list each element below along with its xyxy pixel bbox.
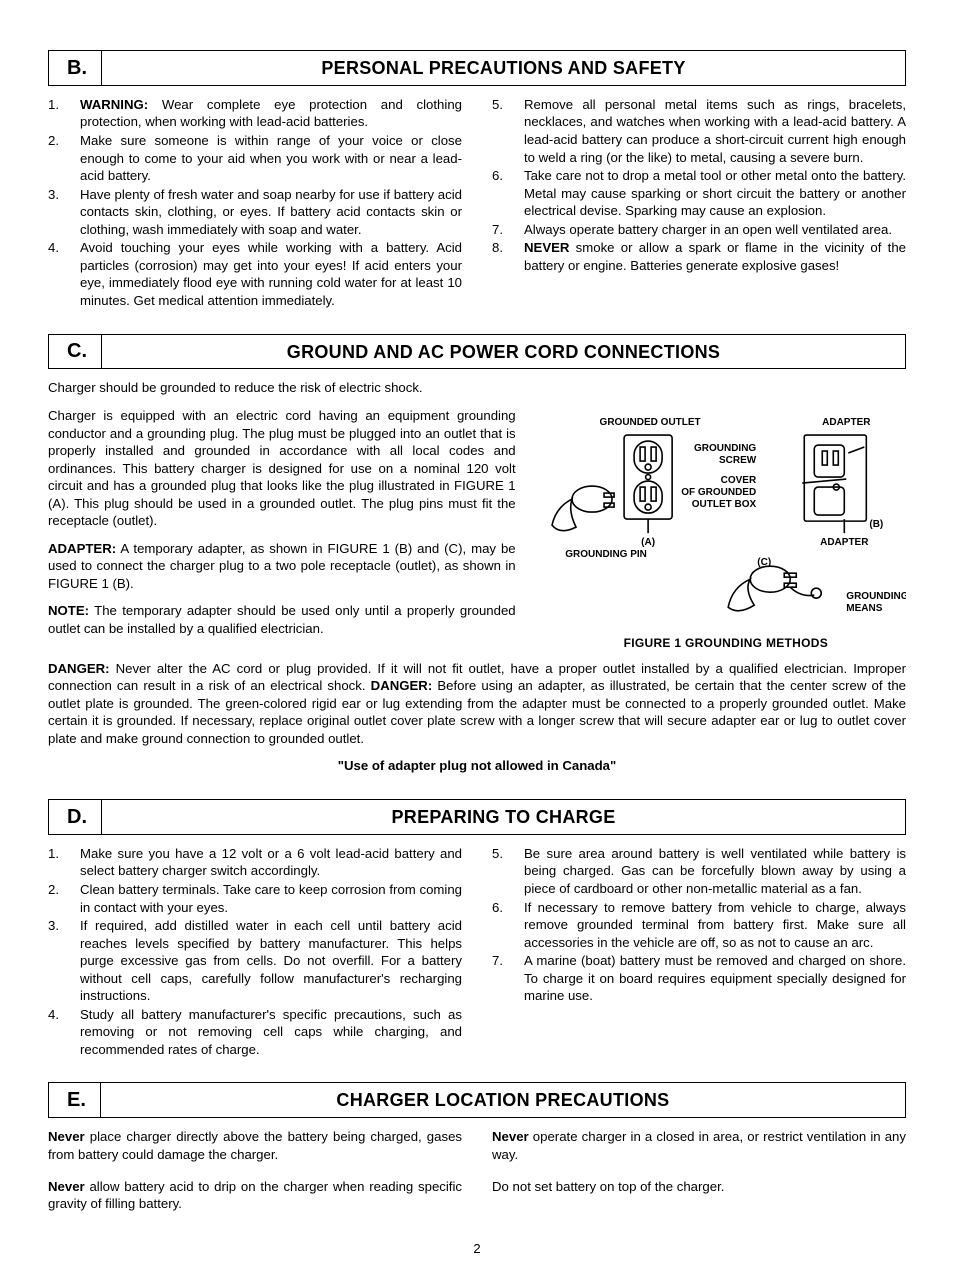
list-text: If required, add distilled water in each… [80, 918, 462, 1003]
never-label: NEVER [524, 240, 569, 255]
section-letter: B. [49, 51, 102, 85]
section-b-list: WARNING: Wear complete eye protection an… [48, 96, 906, 310]
list-text: Study all battery manufacturer's specifi… [80, 1007, 462, 1057]
section-b-body: WARNING: Wear complete eye protection an… [48, 96, 906, 310]
paragraph: Never operate charger in a closed in are… [492, 1128, 906, 1163]
paragraph-text: allow battery acid to drip on the charge… [48, 1179, 462, 1212]
danger-label: DANGER: [371, 678, 433, 693]
list-text: Always operate battery charger in an ope… [524, 222, 892, 237]
paragraph: NOTE: The temporary adapter should be us… [48, 602, 516, 637]
list-text: Take care not to drop a metal tool or ot… [524, 168, 906, 218]
section-title: GROUND AND AC POWER CORD CONNECTIONS [102, 335, 905, 369]
never-label: Never [492, 1129, 529, 1144]
section-c-header: C. GROUND AND AC POWER CORD CONNECTIONS [48, 334, 906, 370]
section-c-row: Charger is equipped with an electric cor… [48, 407, 906, 652]
adapter-label: ADAPTER: [48, 541, 116, 556]
fig-label: SCREW [719, 455, 757, 466]
section-c-left: Charger is equipped with an electric cor… [48, 407, 516, 638]
fig-label: GROUNDED OUTLET [599, 417, 700, 428]
section-e-header: E. CHARGER LOCATION PRECAUTIONS [48, 1082, 906, 1118]
never-label: Never [48, 1129, 85, 1144]
fig-label: MEANS [846, 603, 882, 614]
section-title: CHARGER LOCATION PRECAUTIONS [101, 1083, 905, 1117]
fig-label: COVER [720, 475, 756, 486]
fig-label: GROUNDING [846, 591, 906, 602]
paragraph: Never allow battery acid to drip on the … [48, 1178, 462, 1213]
list-text: Be sure area around battery is well vent… [524, 846, 906, 896]
danger-label: DANGER: [48, 661, 110, 676]
list-text: Have plenty of fresh water and soap near… [80, 187, 462, 237]
paragraph: ADAPTER: A temporary adapter, as shown i… [48, 540, 516, 593]
fig-label: (B) [869, 519, 883, 530]
paragraph-text: operate charger in a closed in area, or … [492, 1129, 906, 1162]
section-e-body: Never place charger directly above the b… [48, 1128, 906, 1217]
note-label: NOTE: [48, 603, 89, 618]
fig-label: ADAPTER [820, 537, 869, 548]
section-title: PREPARING TO CHARGE [102, 800, 905, 834]
list-text: Make sure you have a 12 volt or a 6 volt… [80, 846, 462, 879]
list-item: Take care not to drop a metal tool or ot… [492, 167, 906, 220]
canada-note: "Use of adapter plug not allowed in Cana… [48, 757, 906, 775]
list-item: Be sure area around battery is well vent… [492, 845, 906, 898]
list-item: Avoid touching your eyes while working w… [48, 239, 462, 309]
section-b-header: B. PERSONAL PRECAUTIONS AND SAFETY [48, 50, 906, 86]
list-item: Make sure you have a 12 volt or a 6 volt… [48, 845, 462, 880]
list-item: Remove all personal metal items such as … [492, 96, 906, 166]
fig-label: ADAPTER [822, 417, 871, 428]
paragraph: Do not set battery on top of the charger… [492, 1178, 906, 1196]
list-item: NEVER smoke or allow a spark or flame in… [492, 239, 906, 274]
list-item: WARNING: Wear complete eye protection an… [48, 96, 462, 131]
fig-label: GROUNDING [694, 443, 756, 454]
list-item: Study all battery manufacturer's specifi… [48, 1006, 462, 1059]
never-label: Never [48, 1179, 85, 1194]
list-text: Clean battery terminals. Take care to ke… [80, 882, 462, 915]
fig-label: (A) [641, 537, 655, 548]
figure-1-svg: GROUNDED OUTLET ADAPTER GROUNDING SCREW … [546, 407, 906, 627]
section-letter: E. [49, 1083, 101, 1117]
list-text: Avoid touching your eyes while working w… [80, 240, 462, 308]
list-text: Make sure someone is within range of you… [80, 133, 462, 183]
list-item: Clean battery terminals. Take care to ke… [48, 881, 462, 916]
fig-label: OF GROUNDED [681, 487, 756, 498]
paragraph-text: A temporary adapter, as shown in FIGURE … [48, 541, 516, 591]
paragraph: Never place charger directly above the b… [48, 1128, 462, 1163]
figure-caption: FIGURE 1 GROUNDING METHODS [546, 636, 906, 652]
list-text: A marine (boat) battery must be removed … [524, 953, 906, 1003]
fig-label: OUTLET BOX [691, 499, 756, 510]
page-number: 2 [48, 1240, 906, 1257]
section-c-intro: Charger should be grounded to reduce the… [48, 379, 906, 397]
paragraph: Charger is equipped with an electric cor… [48, 407, 516, 530]
list-item: A marine (boat) battery must be removed … [492, 952, 906, 1005]
list-text: smoke or allow a spark or flame in the v… [524, 240, 906, 273]
list-text: If necessary to remove battery from vehi… [524, 900, 906, 950]
section-letter: D. [49, 800, 102, 834]
danger-paragraph: DANGER: Never alter the AC cord or plug … [48, 660, 906, 748]
section-title: PERSONAL PRECAUTIONS AND SAFETY [102, 51, 905, 85]
section-d-list: Make sure you have a 12 volt or a 6 volt… [48, 845, 906, 1059]
list-item: Have plenty of fresh water and soap near… [48, 186, 462, 239]
paragraph-text: The temporary adapter should be used onl… [48, 603, 516, 636]
section-d-header: D. PREPARING TO CHARGE [48, 799, 906, 835]
warning-label: WARNING: [80, 97, 148, 112]
section-c-figure: GROUNDED OUTLET ADAPTER GROUNDING SCREW … [546, 407, 906, 652]
paragraph-text: place charger directly above the battery… [48, 1129, 462, 1162]
section-letter: C. [49, 335, 102, 369]
list-item: If required, add distilled water in each… [48, 917, 462, 1005]
fig-label: GROUNDING PIN [565, 549, 647, 560]
fig-label: (C) [757, 557, 771, 568]
list-item: If necessary to remove battery from vehi… [492, 899, 906, 952]
list-text: Remove all personal metal items such as … [524, 97, 906, 165]
list-item: Always operate battery charger in an ope… [492, 221, 906, 239]
list-item: Make sure someone is within range of you… [48, 132, 462, 185]
section-d-body: Make sure you have a 12 volt or a 6 volt… [48, 845, 906, 1059]
